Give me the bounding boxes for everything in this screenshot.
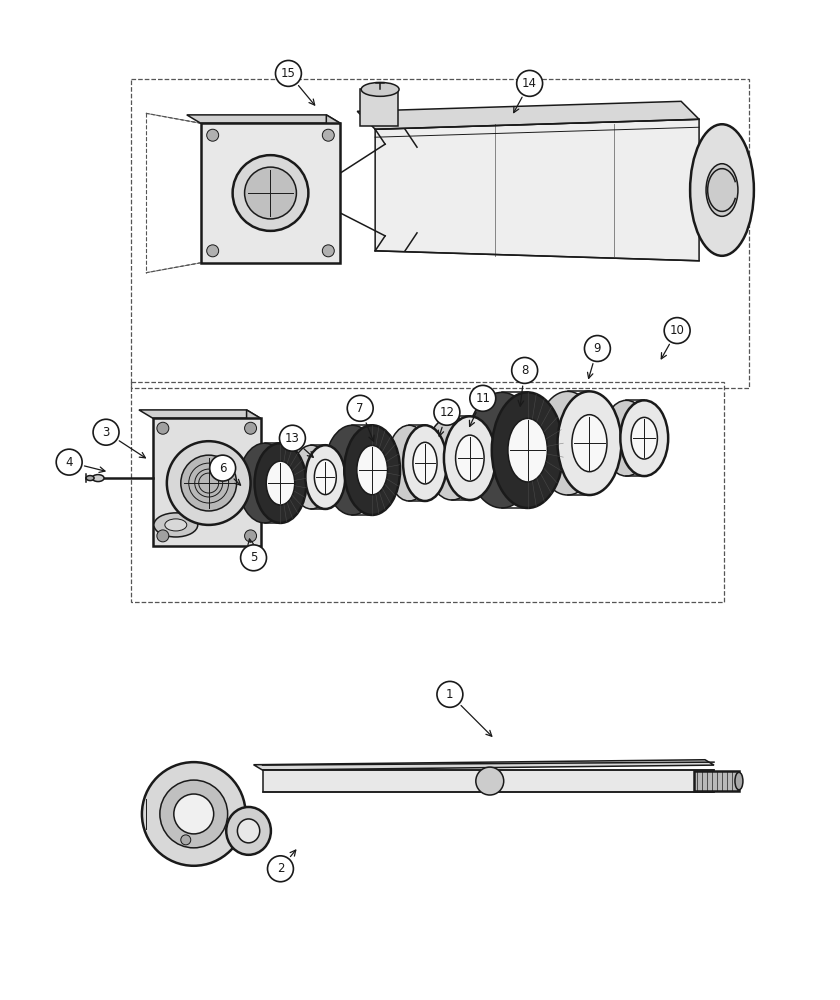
Text: 13: 13 bbox=[285, 432, 300, 445]
Circle shape bbox=[142, 762, 245, 866]
Circle shape bbox=[167, 441, 250, 525]
Polygon shape bbox=[139, 410, 260, 418]
Text: 5: 5 bbox=[249, 551, 257, 564]
Ellipse shape bbox=[735, 772, 743, 790]
Circle shape bbox=[181, 455, 237, 511]
Text: 14: 14 bbox=[522, 77, 537, 90]
Bar bbox=[131, 382, 724, 602]
Circle shape bbox=[244, 167, 297, 219]
Polygon shape bbox=[186, 115, 340, 123]
Ellipse shape bbox=[165, 519, 186, 531]
Ellipse shape bbox=[444, 416, 496, 500]
Circle shape bbox=[585, 336, 611, 361]
Ellipse shape bbox=[92, 475, 104, 482]
Circle shape bbox=[210, 455, 235, 481]
Circle shape bbox=[347, 395, 373, 421]
Ellipse shape bbox=[344, 425, 400, 515]
Ellipse shape bbox=[154, 513, 197, 537]
Bar bbox=[694, 771, 739, 791]
Circle shape bbox=[512, 357, 538, 383]
Circle shape bbox=[517, 70, 543, 96]
Ellipse shape bbox=[387, 425, 431, 501]
Bar bbox=[131, 79, 749, 388]
Circle shape bbox=[323, 129, 334, 141]
Circle shape bbox=[267, 856, 293, 882]
Ellipse shape bbox=[361, 82, 399, 96]
Ellipse shape bbox=[508, 418, 548, 482]
Ellipse shape bbox=[255, 443, 307, 523]
Circle shape bbox=[664, 318, 690, 344]
Circle shape bbox=[280, 425, 306, 451]
Ellipse shape bbox=[558, 391, 622, 495]
Text: 6: 6 bbox=[219, 462, 227, 475]
Polygon shape bbox=[326, 115, 340, 263]
Circle shape bbox=[160, 780, 228, 848]
Ellipse shape bbox=[238, 819, 260, 843]
Ellipse shape bbox=[314, 460, 336, 495]
Text: 2: 2 bbox=[276, 862, 284, 875]
Text: 12: 12 bbox=[439, 406, 454, 419]
Bar bbox=[263, 770, 714, 792]
Ellipse shape bbox=[426, 416, 478, 500]
Circle shape bbox=[181, 835, 191, 845]
Bar bbox=[153, 418, 260, 546]
Ellipse shape bbox=[536, 391, 600, 495]
Ellipse shape bbox=[466, 392, 538, 508]
Ellipse shape bbox=[357, 445, 387, 495]
Ellipse shape bbox=[620, 400, 668, 476]
Ellipse shape bbox=[602, 400, 650, 476]
Ellipse shape bbox=[266, 461, 295, 505]
Circle shape bbox=[323, 245, 334, 257]
Ellipse shape bbox=[690, 124, 753, 256]
Text: 3: 3 bbox=[102, 426, 110, 439]
Ellipse shape bbox=[87, 476, 94, 481]
Text: 15: 15 bbox=[281, 67, 296, 80]
Ellipse shape bbox=[324, 425, 381, 515]
Text: 8: 8 bbox=[521, 364, 528, 377]
Ellipse shape bbox=[239, 443, 291, 523]
Ellipse shape bbox=[491, 392, 564, 508]
FancyBboxPatch shape bbox=[201, 123, 340, 263]
Circle shape bbox=[475, 767, 504, 795]
Text: 1: 1 bbox=[446, 688, 454, 701]
Circle shape bbox=[157, 422, 169, 434]
Circle shape bbox=[244, 530, 256, 542]
Circle shape bbox=[207, 245, 218, 257]
Ellipse shape bbox=[291, 445, 331, 509]
Circle shape bbox=[244, 422, 256, 434]
Circle shape bbox=[56, 449, 82, 475]
Circle shape bbox=[240, 545, 266, 571]
Ellipse shape bbox=[226, 807, 270, 855]
Polygon shape bbox=[357, 101, 699, 129]
Circle shape bbox=[157, 530, 169, 542]
Circle shape bbox=[207, 129, 218, 141]
Ellipse shape bbox=[306, 445, 345, 509]
Polygon shape bbox=[375, 119, 699, 261]
Text: 9: 9 bbox=[594, 342, 601, 355]
Polygon shape bbox=[247, 410, 260, 546]
Text: 11: 11 bbox=[475, 392, 491, 405]
Polygon shape bbox=[254, 760, 714, 770]
Ellipse shape bbox=[631, 417, 658, 459]
Ellipse shape bbox=[572, 415, 607, 472]
Circle shape bbox=[276, 60, 302, 86]
Circle shape bbox=[174, 794, 213, 834]
Circle shape bbox=[233, 155, 308, 231]
Text: 4: 4 bbox=[66, 456, 73, 469]
Bar bbox=[360, 89, 398, 126]
Circle shape bbox=[470, 385, 496, 411]
Text: 7: 7 bbox=[356, 402, 364, 415]
Ellipse shape bbox=[455, 435, 484, 481]
Ellipse shape bbox=[403, 425, 447, 501]
Circle shape bbox=[93, 419, 119, 445]
Ellipse shape bbox=[706, 164, 738, 216]
Text: 10: 10 bbox=[669, 324, 685, 337]
Circle shape bbox=[434, 399, 459, 425]
Ellipse shape bbox=[413, 442, 437, 484]
Circle shape bbox=[437, 681, 463, 707]
